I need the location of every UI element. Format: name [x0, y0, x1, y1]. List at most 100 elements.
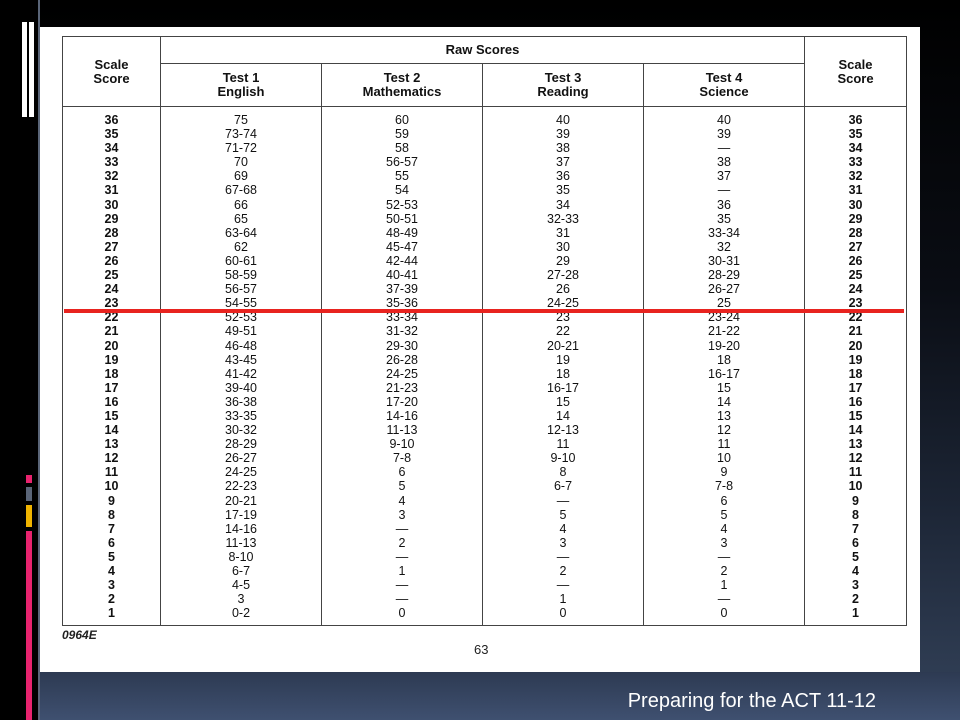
table-cell: — [717, 141, 731, 156]
table-cell: 70 [234, 155, 248, 170]
table-cell: 31-32 [386, 324, 418, 339]
table-cell: 50-51 [386, 211, 418, 226]
table-cell: 32-33 [547, 211, 579, 226]
table-cell: 33 [104, 155, 119, 170]
table-cell: 18 [717, 352, 731, 367]
table-cell: 21-22 [708, 324, 740, 339]
table-cell: 24 [848, 282, 863, 297]
table-cell: 30 [848, 197, 863, 212]
table-cell: 0 [398, 606, 406, 621]
table-cell: 11-13 [386, 423, 418, 438]
table-cell: 20 [104, 338, 119, 353]
table-cell: 12 [104, 451, 119, 466]
table-cell: 52-53 [225, 310, 257, 325]
table-cell: 38 [717, 155, 731, 170]
table-cell: 28-29 [708, 268, 740, 283]
table-cell: 9-10 [389, 437, 415, 452]
table-cell: 15 [717, 380, 731, 395]
table-cell: 33-34 [386, 310, 418, 325]
table-cell: 24-25 [386, 366, 418, 381]
table-cell: 19-20 [708, 338, 740, 353]
table-cell: 16-17 [708, 366, 740, 381]
table-cell: 1 [559, 592, 567, 607]
table-cell: 36 [717, 197, 731, 212]
accent-bar-3 [26, 475, 32, 483]
table-cell: 20 [848, 338, 863, 353]
table-cell: 56-57 [225, 282, 257, 297]
science-column: 40 39—38 37—36 35 33-34 32 30-31 28-29 26-27 25 23… [642, 106, 806, 626]
table-cell: 63-64 [225, 225, 257, 240]
table-cell: 1 [108, 606, 115, 621]
table-cell: 8 [559, 465, 567, 480]
left-divider [38, 0, 40, 720]
table-cell: 32 [104, 169, 119, 184]
table-cell: 17 [104, 380, 119, 395]
table-cell: — [395, 578, 409, 593]
table-cell: 2 [720, 564, 728, 578]
table-cell: 46-48 [225, 338, 257, 353]
table-cell: 5 [559, 507, 567, 522]
table-cell: 27 [104, 239, 119, 254]
scale-score-column-right: 36 35 34 33 32 31 30 29 28 27 26 25 24 23 22 21 20 19 18 17… [804, 106, 908, 626]
table-cell: 7-8 [714, 479, 734, 494]
table-cell: 52-53 [386, 197, 418, 212]
table-cell: 8-10 [228, 549, 254, 564]
table-cell: 29 [104, 211, 119, 226]
test1-english-header: Test 1 English [160, 63, 322, 107]
table-cell: 35 [556, 183, 570, 198]
reading-column: 40 39 38 37 36 35 34 32-33 31 30 29 27-28 26 24-25 23 2… [482, 106, 644, 626]
accent-bar-2 [29, 22, 34, 117]
table-cell: 7 [852, 521, 859, 536]
table-cell: 71-72 [225, 141, 257, 156]
table-cell: 26 [104, 253, 119, 268]
table-cell: 54-55 [225, 296, 257, 311]
table-cell: 7-8 [392, 451, 412, 466]
table-cell: 75 [234, 113, 248, 127]
table-cell: 14 [848, 423, 863, 438]
table-cell: 30 [104, 197, 119, 212]
table-cell: — [717, 549, 731, 564]
table-cell: — [717, 592, 731, 607]
table-cell: 31 [556, 225, 570, 240]
table-cell: 45-47 [386, 239, 418, 254]
table-cell: 4 [108, 564, 115, 578]
table-cell: 0-2 [231, 606, 251, 621]
accent-bar-6 [26, 531, 32, 720]
table-cell: 10 [717, 451, 731, 466]
table-cell: 26-28 [386, 352, 418, 367]
table-cell: 35 [104, 127, 119, 142]
table-cell: 30-32 [225, 423, 257, 438]
table-cell: 39 [717, 127, 731, 142]
table-cell: 24-25 [225, 465, 257, 480]
table-cell: 2 [852, 592, 859, 607]
table-cell: 0 [720, 606, 728, 621]
scale-score-header-left: Scale Score [62, 36, 161, 107]
table-cell: 36-38 [225, 394, 257, 409]
table-cell: 9 [852, 493, 859, 508]
table-cell: 6 [398, 465, 406, 480]
table-cell: 67-68 [225, 183, 257, 198]
table-cell: 25 [848, 268, 863, 283]
table-cell: 62 [234, 239, 248, 254]
accent-bar-5 [26, 505, 32, 527]
table-cell: 23 [556, 310, 570, 325]
test2-math-header: Test 2 Mathematics [321, 63, 483, 107]
table-cell: 12 [717, 423, 731, 438]
table-cell: 35 [848, 127, 863, 142]
table-cell: 56-57 [386, 155, 418, 170]
table-cell: 13 [848, 437, 863, 452]
table-cell: 60-61 [225, 253, 257, 268]
table-cell: 27-28 [547, 268, 579, 283]
table-cell: 59 [395, 127, 409, 142]
table-cell: 14 [104, 423, 119, 438]
table-cell: 3 [108, 578, 115, 593]
table-cell: 22-23 [225, 479, 257, 494]
table-cell: 39-40 [225, 380, 257, 395]
table-cell: 13 [104, 437, 119, 452]
table-cell: 8 [108, 507, 115, 522]
table-cell: 58-59 [225, 268, 257, 283]
table-cell: 8 [852, 507, 859, 522]
table-cell: 34 [848, 141, 863, 156]
table-cell: — [395, 549, 409, 564]
